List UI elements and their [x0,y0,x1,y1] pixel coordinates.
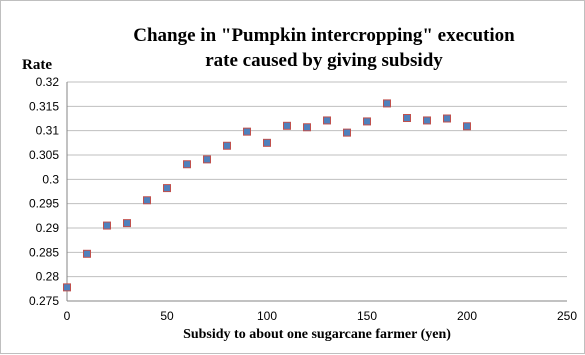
data-point [263,138,271,147]
y-tick-label: 0.295 [29,197,59,211]
x-tick-label: 250 [557,309,577,323]
y-tick-label: 0.31 [36,124,60,138]
data-point [383,99,391,108]
data-point [83,249,91,258]
data-points [63,99,471,292]
data-point [283,121,291,130]
x-tick-label: 200 [457,309,477,323]
data-point [363,117,371,126]
data-point [103,221,111,230]
data-point [423,116,431,125]
gridlines [67,81,567,302]
x-tick-label: 50 [160,309,174,323]
chart-title-line-1: Change in "Pumpkin intercropping" execut… [133,25,515,46]
data-point [403,114,411,123]
data-point [163,184,171,193]
y-tick-label: 0.285 [29,245,59,259]
data-point [343,128,351,137]
x-tick-labels: 0 50 100 150 200 250 [64,309,578,323]
y-tick-labels: 0.275 0.28 0.285 0.29 0.295 0.3 0.305 0.31 0.315… [29,75,59,308]
data-point [243,127,251,136]
x-tick-label: 0 [64,309,71,323]
data-point [143,196,151,205]
axes [66,82,567,302]
data-point [223,141,231,150]
x-axis-label: Subsidy to about one sugarcane farmer (y… [183,327,451,342]
data-point [203,155,211,164]
y-tick-label: 0.315 [29,99,59,113]
data-point [63,283,71,292]
y-tick-label: 0.29 [36,221,60,235]
y-axis-label: Rate [22,57,52,73]
y-tick-label: 0.3 [42,172,59,186]
y-tick-label: 0.28 [36,270,60,284]
data-point [323,116,331,125]
data-point [463,122,471,131]
chart-title-line-2: rate caused by giving subsidy [205,50,443,71]
x-tick-label: 150 [357,309,377,323]
data-point [303,123,311,132]
data-point [123,219,131,228]
data-point [183,160,191,169]
y-tick-label: 0.32 [36,75,60,89]
y-tick-label: 0.305 [29,148,59,162]
data-point [443,114,451,123]
x-tick-label: 100 [257,309,277,323]
y-tick-label: 0.275 [29,294,59,308]
